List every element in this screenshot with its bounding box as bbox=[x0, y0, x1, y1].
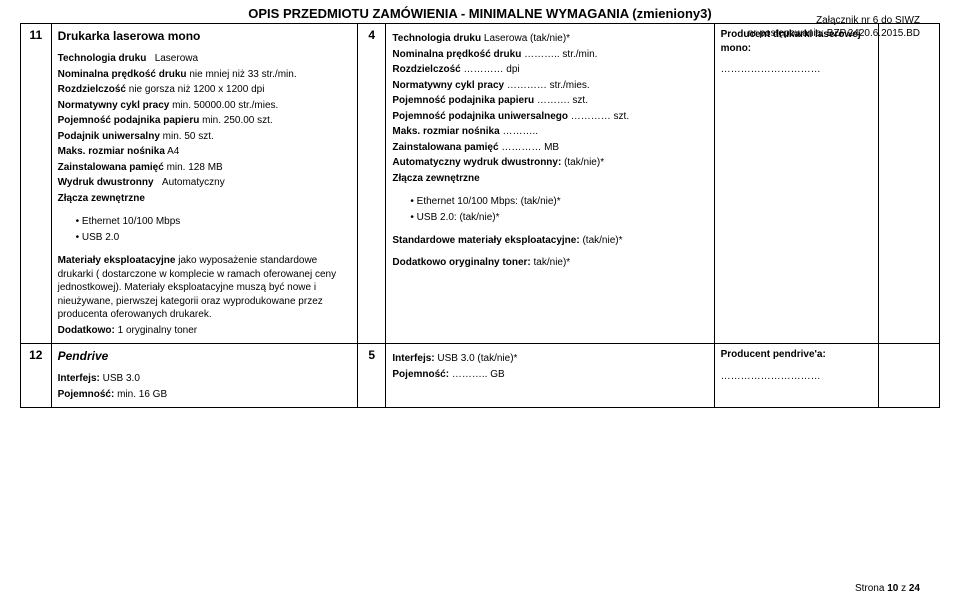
page-footer: Strona 10 z 24 bbox=[855, 583, 920, 594]
spec-label: Pojemność: bbox=[392, 369, 449, 380]
spec-value: (tak/nie)* bbox=[582, 235, 622, 246]
spec-value: USB 3.0 bbox=[103, 373, 140, 384]
empty-cell bbox=[878, 344, 939, 408]
footer-of: z bbox=[898, 583, 909, 594]
spec-label: Normatywny cykl pracy bbox=[392, 80, 504, 91]
spec-label: Pojemność podajnika papieru bbox=[392, 95, 534, 106]
footer-total: 24 bbox=[909, 583, 920, 594]
spec-label: Pojemność podajnika papieru bbox=[58, 115, 200, 126]
bullet-item: Ethernet 10/100 Mbps bbox=[58, 215, 351, 229]
right-cell: Producent drukarki laserowej mono: ……………… bbox=[714, 24, 878, 344]
mid-spec-cell: Interfejs: USB 3.0 (tak/nie)* Pojemność:… bbox=[386, 344, 714, 408]
footer-page-num: 10 bbox=[887, 583, 898, 594]
spec-value: ………… MB bbox=[501, 142, 559, 153]
left-spec-cell: Pendrive Interfejs: USB 3.0 Pojemność: m… bbox=[51, 344, 357, 408]
spec-value: nie mniej niż 33 str./min. bbox=[189, 69, 296, 80]
spec-value: Laserowa bbox=[155, 53, 198, 64]
spec-value: A4 bbox=[167, 146, 179, 157]
row-number: 12 bbox=[21, 344, 52, 408]
spec-label: Złącza zewnętrzne bbox=[392, 172, 707, 186]
spec-value: 1 oryginalny toner bbox=[118, 325, 198, 336]
right-cell: Producent pendrive'a: ………………………… bbox=[714, 344, 878, 408]
spec-label: Złącza zewnętrzne bbox=[58, 192, 351, 206]
spec-label: Nominalna prędkość druku bbox=[392, 49, 521, 60]
spec-label: Technologia druku bbox=[58, 53, 147, 64]
spec-label: Automatyczny wydruk dwustronny: bbox=[392, 157, 561, 168]
spec-label: Wydruk dwustronny bbox=[58, 177, 154, 188]
header-suffix: (zmieniony3) bbox=[632, 6, 711, 21]
spec-value: ……….. str./min. bbox=[524, 49, 597, 60]
spec-label: Zainstalowana pamięć bbox=[58, 162, 164, 173]
spec-label: Podajnik uniwersalny bbox=[58, 131, 160, 142]
spec-label: Interfejs: bbox=[58, 373, 100, 384]
spec-value: ………. szt. bbox=[537, 95, 588, 106]
spec-value: ………… str./mies. bbox=[507, 80, 590, 91]
spec-value: min. 128 MB bbox=[167, 162, 223, 173]
producer-blank: ………………………… bbox=[721, 370, 872, 384]
empty-cell bbox=[878, 24, 939, 344]
table-row: 11 Drukarka laserowa mono Technologia dr… bbox=[21, 24, 940, 344]
producer-label: Producent pendrive'a: bbox=[721, 348, 872, 362]
attachment-label: Załącznik nr 6 do SIWZ bbox=[748, 14, 920, 27]
bullet-item: Ethernet 10/100 Mbps: (tak/nie)* bbox=[392, 195, 707, 209]
spec-value: min. 50 szt. bbox=[163, 131, 214, 142]
spec-value: min. 50000.00 str./mies. bbox=[172, 100, 278, 111]
spec-value: ………… dpi bbox=[464, 64, 520, 75]
spec-label: Zainstalowana pamięć bbox=[392, 142, 498, 153]
header-meta: Załącznik nr 6 do SIWZ nr postępowania: … bbox=[748, 14, 920, 40]
spec-label: Rozdzielczość bbox=[58, 84, 126, 95]
spec-value: ……….. bbox=[502, 126, 538, 137]
spec-label: Technologia druku bbox=[392, 33, 481, 44]
spec-value: min. 16 GB bbox=[117, 389, 167, 400]
spec-label: Dodatkowo oryginalny toner: bbox=[392, 257, 530, 268]
spec-label: Pojemność: bbox=[58, 389, 115, 400]
producer-blank: ………………………… bbox=[721, 63, 872, 77]
spec-value: USB 3.0 (tak/nie)* bbox=[437, 353, 517, 364]
bullet-item: USB 2.0 bbox=[58, 231, 351, 245]
spec-value: nie gorsza niż 1200 x 1200 dpi bbox=[129, 84, 265, 95]
spec-value: min. 250.00 szt. bbox=[202, 115, 273, 126]
spec-label: Interfejs: bbox=[392, 353, 434, 364]
spec-value: ……….. GB bbox=[452, 369, 505, 380]
item-title: Pendrive bbox=[58, 348, 351, 364]
spec-label: Pojemność podajnika uniwersalnego bbox=[392, 111, 568, 122]
spec-value: (tak/nie)* bbox=[564, 157, 604, 168]
requirements-table: 11 Drukarka laserowa mono Technologia dr… bbox=[20, 23, 940, 408]
spec-label: Materiały eksploatacyjne bbox=[58, 255, 176, 266]
spec-label: Nominalna prędkość druku bbox=[58, 69, 187, 80]
qty-cell: 4 bbox=[357, 24, 385, 344]
spec-label: Maks. rozmiar nośnika bbox=[58, 146, 165, 157]
spec-label: Dodatkowo: bbox=[58, 325, 115, 336]
spec-value: Automatyczny bbox=[162, 177, 225, 188]
qty-cell: 5 bbox=[357, 344, 385, 408]
spec-label: Standardowe materiały eksploatacyjne: bbox=[392, 235, 579, 246]
item-title: Drukarka laserowa mono bbox=[58, 28, 351, 44]
proc-label: nr postępowania: BZP.2420.6.2015.BD bbox=[748, 27, 920, 40]
header-title: OPIS PRZEDMIOTU ZAMÓWIENIA - MINIMALNE W… bbox=[248, 6, 628, 21]
left-spec-cell: Drukarka laserowa mono Technologia druku… bbox=[51, 24, 357, 344]
spec-label: Normatywny cykl pracy bbox=[58, 100, 170, 111]
footer-page-label: Strona bbox=[855, 583, 887, 594]
spec-value: tak/nie)* bbox=[534, 257, 571, 268]
bullet-item: USB 2.0: (tak/nie)* bbox=[392, 211, 707, 225]
table-row: 12 Pendrive Interfejs: USB 3.0 Pojemność… bbox=[21, 344, 940, 408]
row-number: 11 bbox=[21, 24, 52, 344]
spec-value: Laserowa (tak/nie)* bbox=[484, 33, 570, 44]
mid-spec-cell: Technologia druku Laserowa (tak/nie)* No… bbox=[386, 24, 714, 344]
spec-value: ………… szt. bbox=[571, 111, 629, 122]
spec-label: Maks. rozmiar nośnika bbox=[392, 126, 499, 137]
spec-label: Rozdzielczość bbox=[392, 64, 460, 75]
